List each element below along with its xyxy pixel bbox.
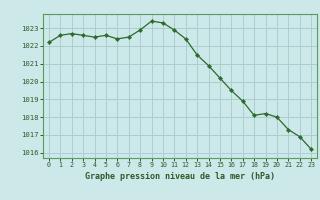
- X-axis label: Graphe pression niveau de la mer (hPa): Graphe pression niveau de la mer (hPa): [85, 172, 275, 181]
